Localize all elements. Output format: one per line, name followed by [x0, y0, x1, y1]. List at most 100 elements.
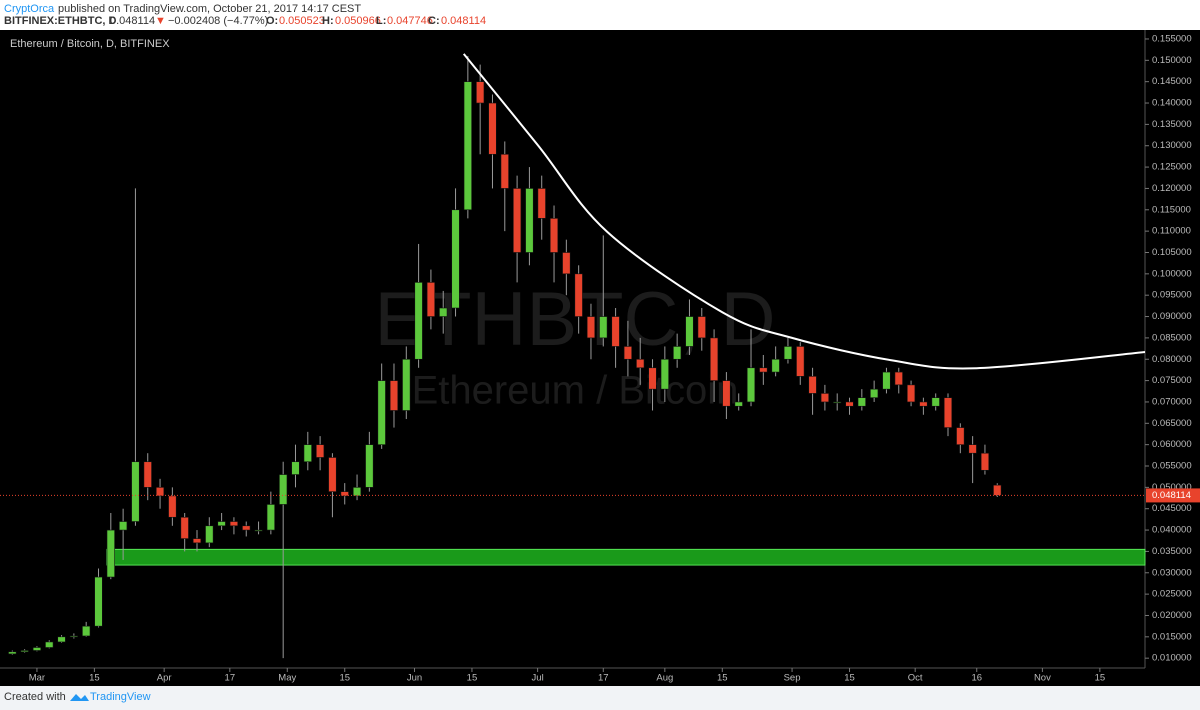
candle-body — [8, 651, 17, 655]
h-value: 0.050966 — [335, 15, 381, 27]
y-tick-label: 0.135000 — [1152, 119, 1192, 130]
y-tick-label: 0.070000 — [1152, 396, 1192, 407]
x-tick-label: 15 — [844, 673, 855, 684]
y-tick-label: 0.010000 — [1152, 653, 1192, 664]
x-tick-label: 15 — [717, 673, 728, 684]
y-tick-label: 0.095000 — [1152, 290, 1192, 301]
x-tick-label: Oct — [908, 673, 923, 684]
candle-body — [291, 461, 300, 475]
candle-body — [746, 367, 756, 403]
candle-body — [242, 525, 251, 531]
y-tick-label: 0.020000 — [1152, 610, 1192, 621]
candle-body — [328, 457, 337, 492]
author[interactable]: CryptOrca — [4, 3, 55, 15]
x-tick-label: Jul — [532, 673, 544, 684]
x-tick-label: May — [278, 673, 296, 684]
y-tick-label: 0.140000 — [1152, 98, 1192, 109]
support-zone — [106, 548, 1146, 566]
x-tick-label: 17 — [598, 673, 609, 684]
candle-body — [217, 521, 226, 527]
brand[interactable]: TradingView — [90, 691, 151, 703]
candle-body — [845, 401, 854, 407]
candle-body — [352, 487, 362, 497]
x-tick-label: 15 — [1095, 673, 1106, 684]
candle-body — [783, 346, 793, 360]
candle-body — [500, 153, 509, 189]
candle-body — [168, 495, 177, 518]
candle-body — [426, 282, 436, 317]
candle-body — [439, 307, 448, 317]
header-bg — [0, 0, 1200, 30]
watermark-name: Ethereum / Bitcoin — [412, 369, 739, 413]
candle-body — [857, 397, 866, 407]
candle-body — [623, 346, 633, 360]
last-price: 0.048114 — [110, 15, 155, 27]
x-tick-label: Aug — [656, 673, 673, 684]
candle-body — [45, 641, 54, 648]
candle-body — [414, 282, 423, 360]
footer-bg — [0, 686, 1200, 710]
candle-body — [722, 380, 731, 407]
resistance-curve — [462, 53, 1146, 370]
x-tick-label: Mar — [29, 673, 45, 684]
candle-body — [488, 102, 497, 155]
candle-body — [119, 521, 128, 531]
candle-body — [808, 376, 817, 394]
y-tick-label: 0.125000 — [1152, 162, 1192, 173]
o-label: O: — [266, 15, 278, 27]
candle-body — [254, 529, 263, 532]
y-tick-label: 0.060000 — [1152, 439, 1192, 450]
candle-body — [402, 358, 411, 411]
y-tick-label: 0.065000 — [1152, 418, 1192, 429]
y-tick-label: 0.050000 — [1152, 482, 1192, 493]
x-tick-label: Apr — [157, 673, 172, 684]
chart-bg — [0, 30, 1200, 686]
y-tick-label: 0.030000 — [1152, 567, 1192, 578]
y-tick-label: 0.130000 — [1152, 140, 1192, 151]
c-value: 0.048114 — [441, 15, 486, 27]
candle-body — [340, 491, 349, 497]
candle-body — [549, 218, 559, 253]
candle-body — [894, 371, 903, 386]
y-tick-label: 0.110000 — [1152, 226, 1191, 237]
x-tick-label: Jun — [407, 673, 422, 684]
y-tick-label: 0.025000 — [1152, 589, 1192, 600]
candle-body — [931, 397, 940, 407]
candle-body — [882, 371, 891, 390]
candle-body — [389, 380, 399, 411]
candle-body — [870, 388, 879, 398]
candle-body — [820, 393, 830, 403]
candle-body — [32, 647, 42, 651]
candle-body — [303, 444, 312, 463]
candle-body — [106, 529, 115, 578]
x-tick-label: Sep — [784, 673, 801, 684]
candle-body — [82, 625, 91, 637]
arrow: ▼ — [155, 15, 166, 27]
change: −0.002408 (−4.77%) — [168, 15, 268, 27]
y-tick-label: 0.155000 — [1152, 33, 1192, 44]
created-with: Created with — [4, 691, 66, 703]
candle-body — [512, 188, 522, 253]
candle-body — [315, 444, 325, 458]
candle-body — [562, 252, 571, 275]
candle-body — [525, 188, 534, 253]
y-tick-label: 0.045000 — [1152, 503, 1192, 514]
candle-body — [20, 650, 29, 653]
candle-body — [574, 273, 583, 317]
candle-body — [993, 484, 1002, 496]
x-tick-label: 15 — [89, 673, 100, 684]
candle-body — [192, 538, 202, 544]
l-label: L: — [376, 15, 386, 27]
y-tick-label: 0.085000 — [1152, 332, 1192, 343]
candle-body — [365, 444, 374, 488]
y-tick-label: 0.100000 — [1152, 268, 1192, 279]
candle-body — [155, 487, 165, 497]
last-price-tag — [1146, 488, 1200, 503]
candle-body — [180, 516, 189, 539]
candle-body — [611, 316, 620, 347]
x-tick-label: Nov — [1034, 673, 1051, 684]
x-tick-label: 15 — [339, 673, 350, 684]
last-price-label: 0.048114 — [1152, 490, 1191, 501]
x-tick-label: 15 — [467, 673, 478, 684]
